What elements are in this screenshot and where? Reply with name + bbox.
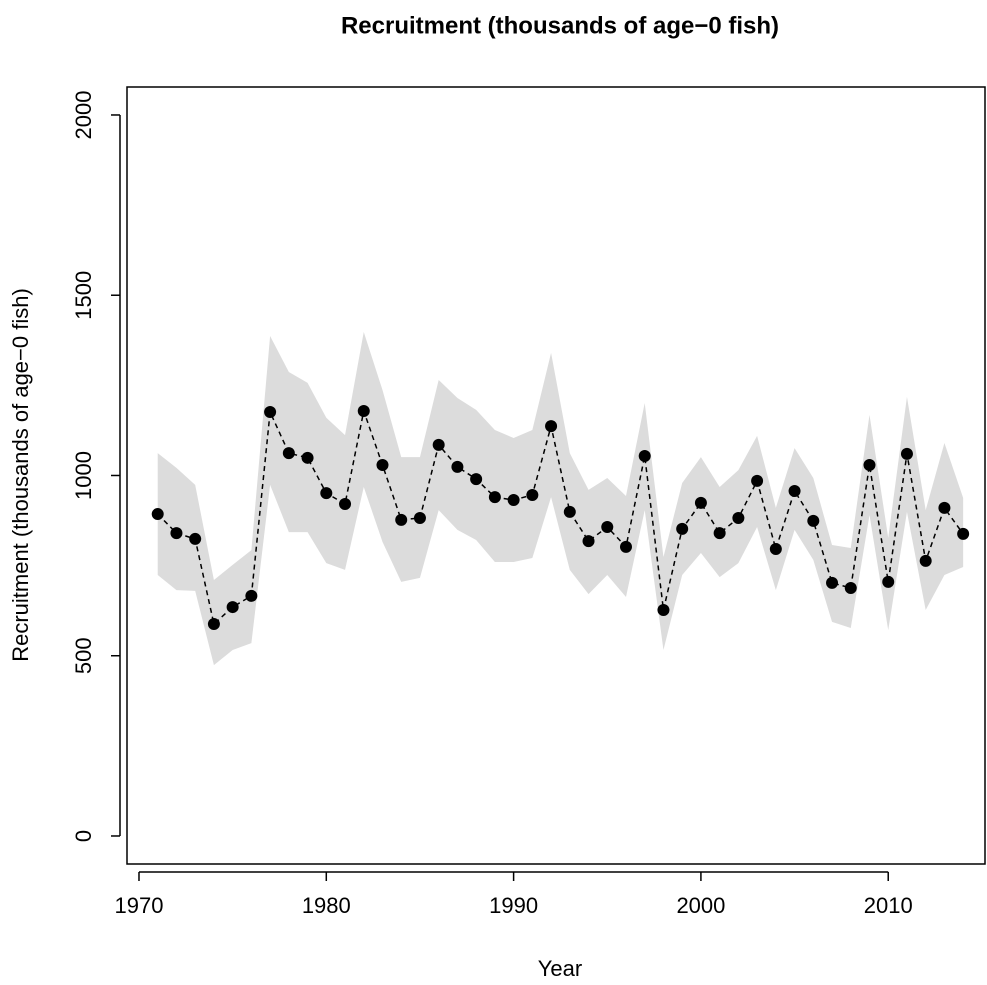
point — [769, 543, 782, 556]
point — [582, 535, 595, 548]
point — [826, 576, 839, 589]
y-tick-label: 1500 — [71, 271, 96, 320]
point — [264, 406, 277, 419]
point — [395, 513, 408, 526]
point — [713, 527, 726, 540]
point — [751, 474, 764, 487]
point — [657, 603, 670, 616]
point — [601, 521, 614, 534]
point — [919, 554, 932, 567]
y-axis-label: Recruitment (thousands of age−0 fish) — [8, 288, 33, 662]
point — [676, 522, 689, 535]
point — [788, 484, 801, 497]
point — [357, 404, 370, 417]
point — [619, 540, 632, 553]
point — [301, 451, 314, 464]
point — [432, 438, 445, 451]
y-tick-label: 1000 — [71, 451, 96, 500]
chart-title: Recruitment (thousands of age−0 fish) — [341, 12, 779, 39]
point — [882, 575, 895, 588]
point — [207, 618, 220, 631]
point — [170, 527, 183, 540]
point — [545, 420, 558, 433]
point — [844, 581, 857, 594]
x-tick-label: 1990 — [489, 893, 538, 918]
point — [282, 447, 295, 460]
point — [732, 512, 745, 525]
point — [900, 447, 913, 460]
point — [320, 487, 333, 500]
point — [226, 601, 239, 614]
point — [957, 527, 970, 540]
point — [339, 497, 352, 510]
x-tick-label: 2010 — [864, 893, 913, 918]
point — [807, 514, 820, 527]
point — [938, 501, 951, 514]
point — [488, 491, 501, 504]
plot-frame — [126, 86, 986, 865]
point — [470, 473, 483, 486]
point — [245, 589, 258, 602]
x-tick-label: 2000 — [676, 893, 725, 918]
point — [189, 532, 202, 545]
point — [638, 450, 651, 463]
x-axis-label: Year — [538, 956, 582, 981]
point — [451, 460, 464, 473]
x-tick-label: 1970 — [115, 893, 164, 918]
point — [151, 508, 164, 521]
point — [507, 493, 520, 506]
y-tick-label: 2000 — [71, 90, 96, 139]
point — [376, 459, 389, 472]
confidence-band — [157, 332, 964, 666]
line — [157, 408, 964, 626]
point — [413, 512, 426, 525]
y-tick-label: 500 — [71, 637, 96, 674]
point — [563, 505, 576, 518]
point — [694, 496, 707, 509]
x-tick-label: 1980 — [302, 893, 351, 918]
point — [526, 488, 539, 501]
y-tick-label: 0 — [71, 830, 96, 842]
point — [863, 459, 876, 472]
